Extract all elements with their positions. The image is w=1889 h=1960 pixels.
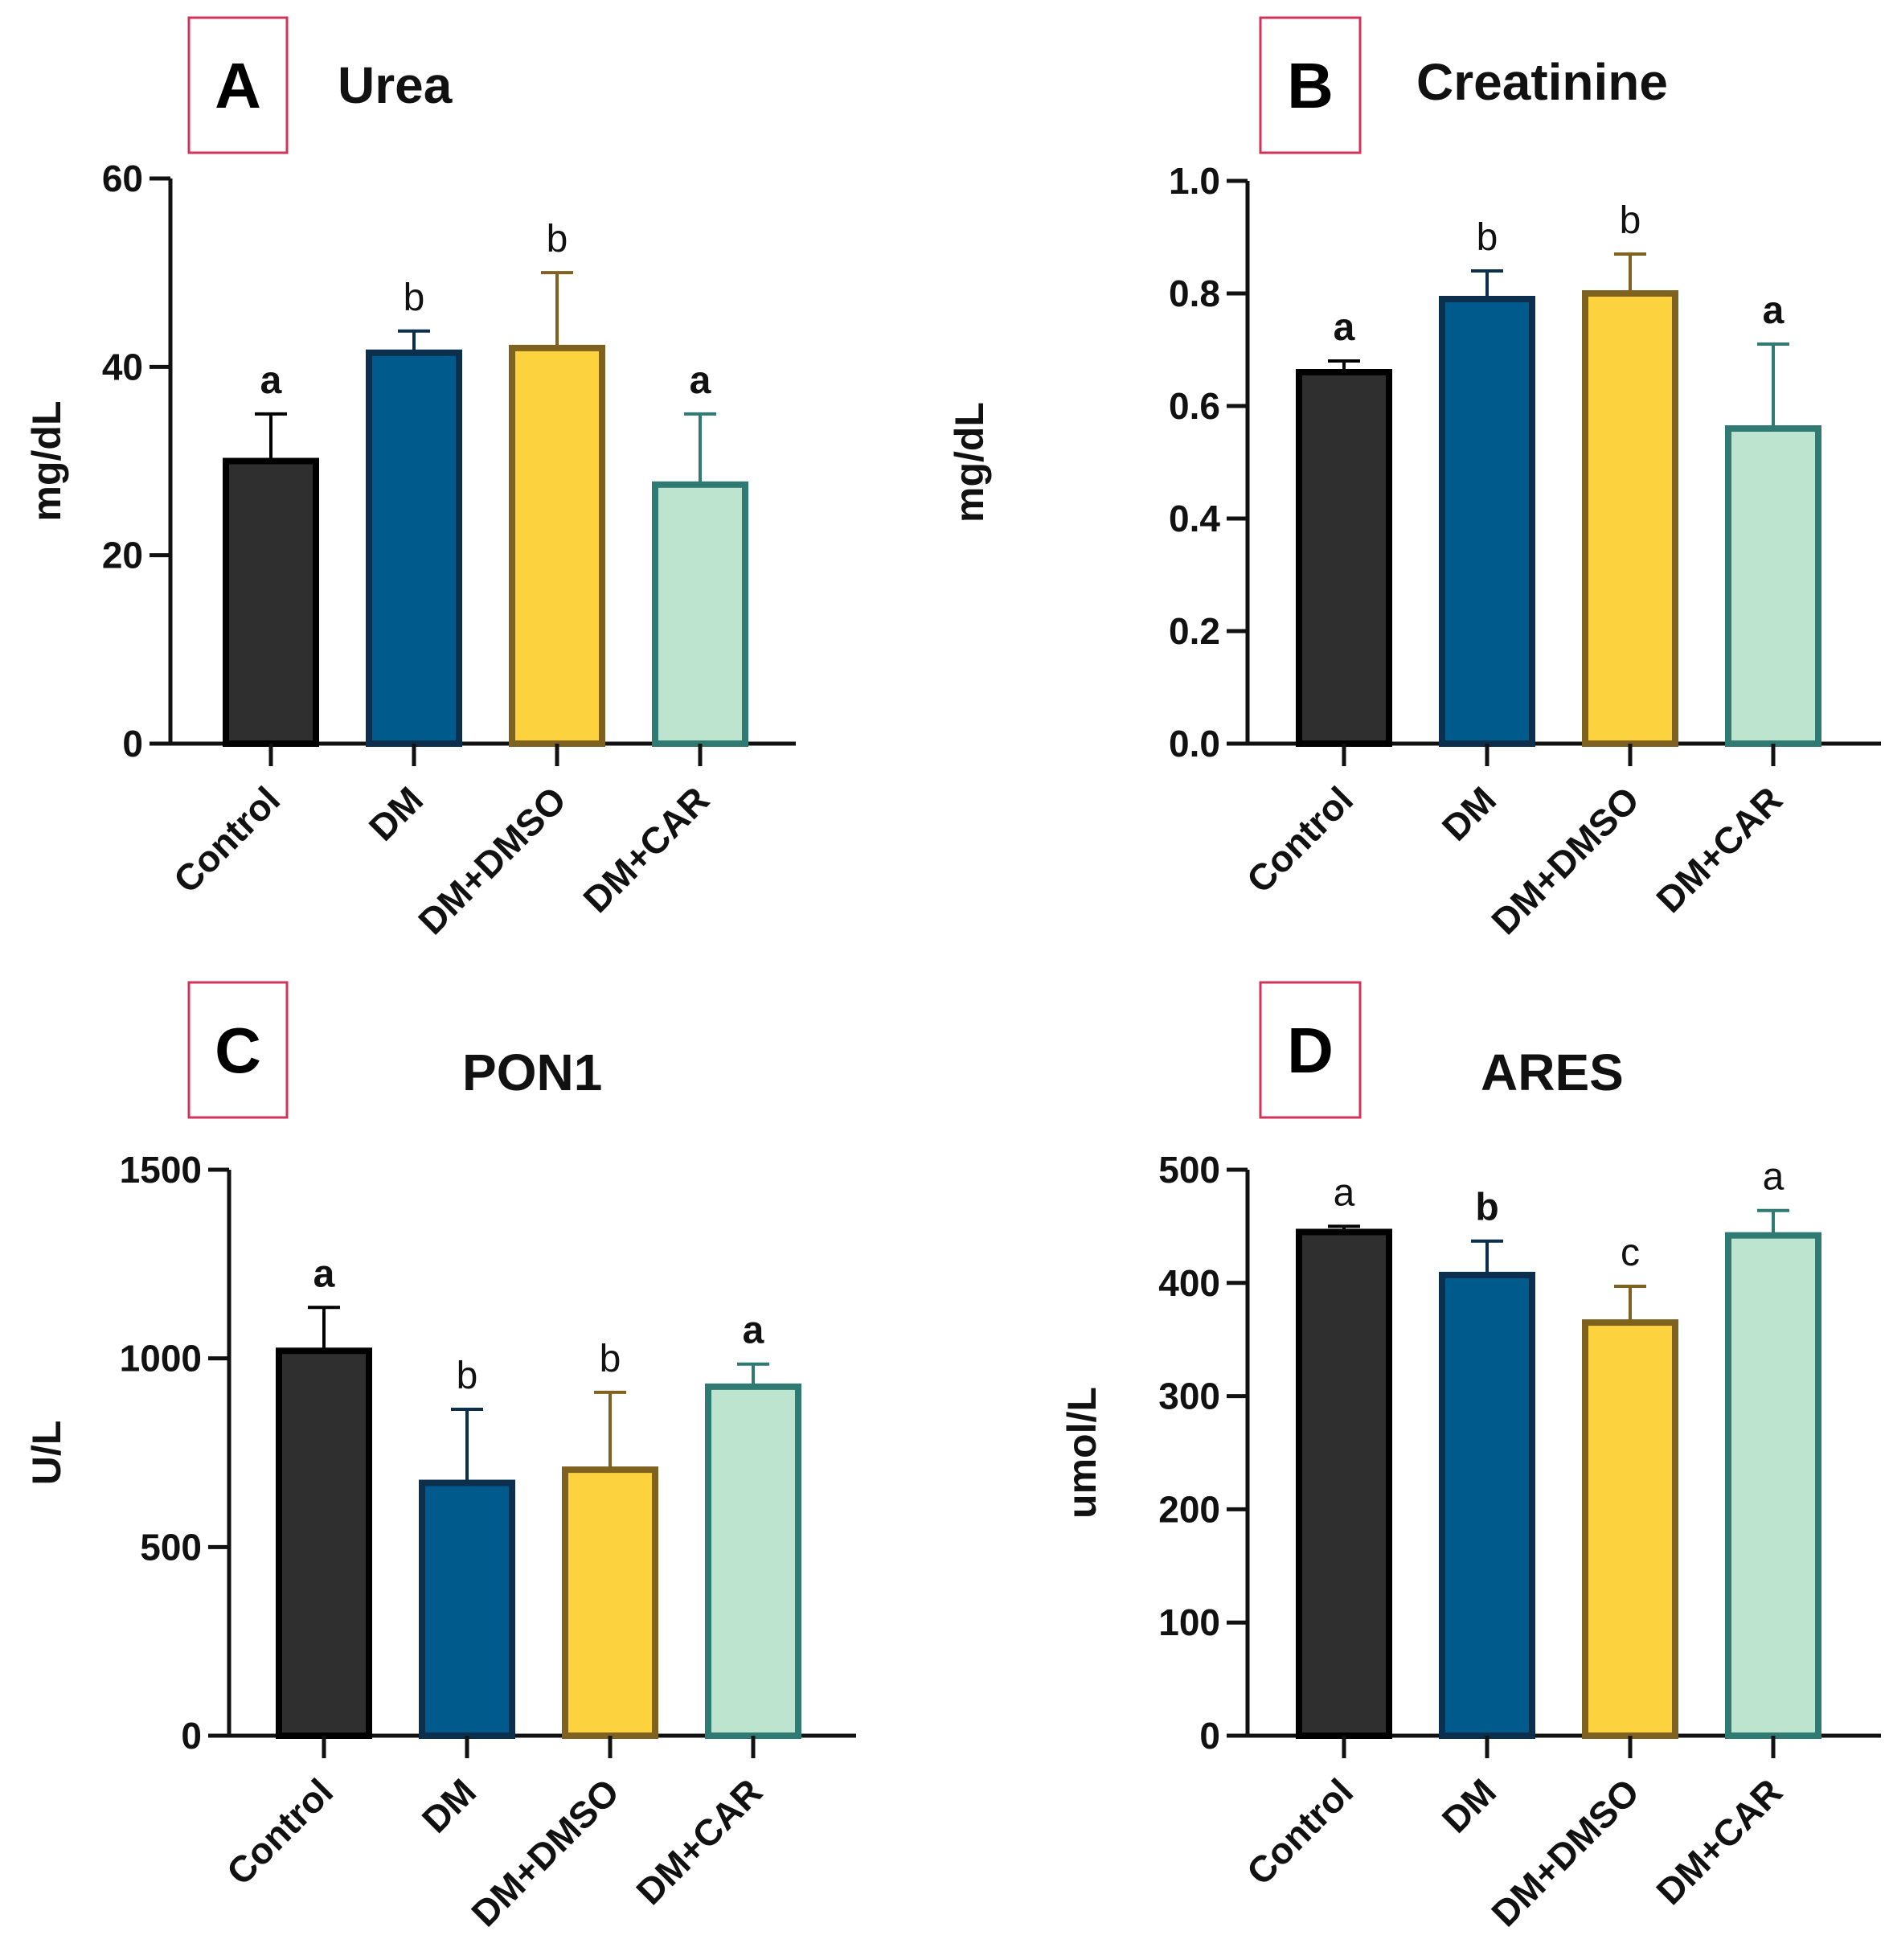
bar [652,481,748,748]
y-tick-label: 200 [1158,1488,1220,1530]
bar [705,1383,801,1740]
x-tick-label: DM+DMSO [410,778,574,942]
y-tick-label: 100 [1158,1601,1220,1643]
panel-label-box [187,16,289,154]
x-tick-label: DM+DMSO [463,1770,627,1934]
bar [1296,1228,1392,1739]
y-tick-label: 400 [1158,1262,1220,1304]
x-tick-label: DM [414,1770,484,1840]
significance-label: b [547,218,568,260]
x-tick-label: DM [1434,1770,1504,1840]
x-tick-label: DM+CAR [1648,1770,1790,1913]
bar [1582,1319,1678,1739]
x-tick-label: DM+CAR [628,1770,770,1913]
significance-label: a [1334,1171,1355,1214]
x-tick-label: DM+DMSO [1483,778,1647,942]
y-tick-label: 0.8 [1169,273,1220,314]
chart-title: Urea [338,56,453,114]
panel-label: B [1287,50,1334,121]
y-tick-label: 500 [1158,1149,1220,1191]
y-tick-label: 0 [1199,1715,1220,1757]
x-tick-label: Control [219,1770,341,1892]
x-tick-label: Control [166,778,288,900]
y-tick-label: 0 [122,723,143,765]
x-tick-label: DM+CAR [575,778,717,921]
panel-label: C [215,1015,261,1086]
significance-label: a [260,359,282,402]
panel-label-box [1259,16,1362,154]
y-tick-label: 1500 [120,1149,202,1191]
bar [1582,290,1678,747]
bar [223,457,319,747]
y-tick-label: 300 [1158,1376,1220,1417]
chart-title: PON1 [462,1044,602,1101]
bar [366,349,462,747]
significance-label: b [457,1355,478,1397]
bar [509,344,605,747]
significance-label: a [1334,306,1355,349]
x-tick-label: Control [1239,1770,1361,1892]
bar [1725,1232,1821,1739]
y-tick-label: 0.0 [1169,723,1220,765]
bar [1296,369,1392,747]
significance-label: a [1763,289,1785,332]
bar [1725,425,1821,747]
x-tick-label: DM [361,778,431,848]
significance-label: b [1620,199,1641,242]
y-tick-label: 0 [181,1715,202,1757]
y-tick-label: 0.6 [1169,385,1220,427]
y-tick-label: 20 [102,535,143,576]
significance-label: a [743,1310,764,1352]
y-axis-label: umol/L [1059,1387,1104,1519]
bar [1439,1271,1535,1739]
y-tick-label: 1000 [120,1338,202,1380]
significance-label: a [690,359,711,402]
chart-panel-b: B Creatinine mg/dL 0.0 0.2 0.4 0.6 0.8 1.0 a Contr… [947,16,1881,942]
y-tick-label: 40 [102,346,143,387]
chart-panel-c: C PON1 U/L 0 500 1000 1500 a Control b DM b DM+DMSO a… [24,981,856,1934]
significance-label: c [1621,1232,1640,1274]
bar [562,1466,658,1739]
significance-label: b [1477,216,1498,259]
significance-label: b [600,1338,621,1380]
y-tick-label: 60 [102,158,143,199]
panel-label: D [1287,1015,1334,1086]
chart-panel-d: D ARES umol/L 0 100 200 300 400 500 a Control b DM c D… [1059,981,1881,1934]
panel-label: A [215,50,261,121]
y-tick-label: 500 [140,1526,202,1568]
chart-title: Creatinine [1416,53,1668,111]
y-axis-label: U/L [24,1421,69,1486]
y-tick-label: 0.2 [1169,610,1220,652]
chart-title: ARES [1481,1044,1624,1101]
x-tick-label: DM+CAR [1648,778,1790,921]
panel-label-box [187,981,289,1119]
panel-label-box [1259,981,1362,1119]
significance-label: b [404,277,425,319]
x-tick-label: Control [1239,778,1361,900]
significance-label: b [1475,1187,1498,1229]
y-axis-label: mg/dL [947,402,992,523]
chart-panel-a: A Urea mg/dL 0 20 40 60 a Control b DM b DM+DMSO a DM+… [24,16,796,942]
bar [1439,296,1535,747]
significance-label: a [313,1253,335,1295]
y-axis-label: mg/dL [24,401,69,522]
bar [276,1347,372,1740]
y-tick-label: 1.0 [1169,160,1220,202]
y-tick-label: 0.4 [1169,498,1220,539]
bar [419,1479,515,1739]
significance-label: a [1763,1156,1785,1199]
x-tick-label: DM [1434,778,1504,848]
x-tick-label: DM+DMSO [1483,1770,1647,1934]
